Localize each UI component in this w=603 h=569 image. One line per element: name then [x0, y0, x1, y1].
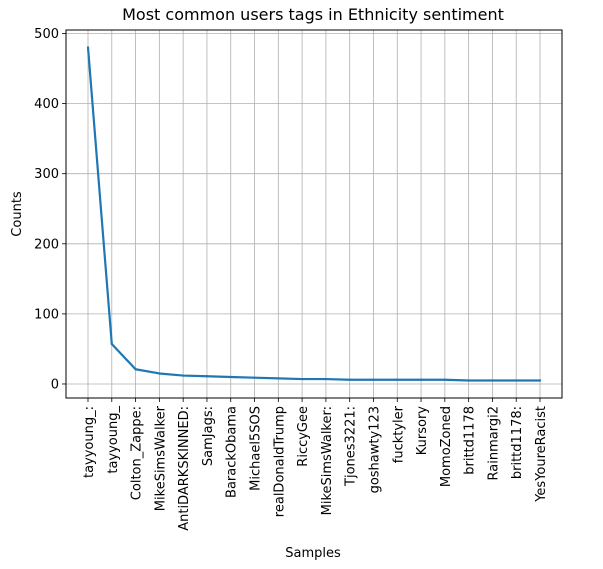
axes: 0 100 200 300 400 500 tayyoung_: tayyoung_ Colto…: [34, 27, 549, 531]
data-point: [443, 378, 446, 381]
x-tick-label: MikeSimsWalker:: [320, 406, 335, 515]
x-tick-label: goshawty123: [367, 406, 382, 493]
x-tick-label: YesYoureRacist: [534, 406, 549, 503]
y-tick-label: 400: [34, 97, 59, 112]
chart-title: Most common users tags in Ethnicity sent…: [122, 5, 504, 24]
y-tick-label: 100: [34, 307, 59, 322]
data-point: [467, 379, 470, 382]
x-tick-label: MikeSimsWalker: [153, 405, 168, 511]
grid-lines: [66, 30, 562, 398]
y-axis-label: Counts: [10, 191, 25, 237]
y-tick-label: 200: [34, 237, 59, 252]
y-tick-label: 300: [34, 167, 59, 182]
x-tick-label: RiccyGee: [296, 406, 311, 467]
series-line: [86, 46, 542, 382]
data-point: [396, 378, 399, 381]
data-point: [205, 375, 209, 378]
x-axis-label: Samples: [285, 546, 341, 561]
data-point: [419, 378, 423, 381]
data-point: [277, 377, 280, 380]
x-tick-label: AntiDARKSKINNED:: [177, 406, 192, 531]
data-point: [515, 379, 518, 382]
x-tick-label: BarackObama: [225, 406, 240, 498]
data-point: [158, 372, 161, 375]
x-tick-label: realDonaldTrump: [272, 406, 287, 517]
x-tick-label: Rainmargi2: [486, 406, 501, 480]
series-layer: [86, 46, 542, 382]
data-point: [229, 375, 232, 379]
x-tick-label: brittd1178: [463, 406, 478, 475]
plot-area-frame: [65, 29, 563, 399]
x-tick-label: Kursory: [415, 406, 430, 456]
data-point: [134, 368, 137, 371]
data-point: [324, 377, 327, 381]
x-tick-label: Michael5SOS: [249, 406, 264, 491]
y-tick-label: 500: [34, 27, 59, 42]
x-tick-label: tayyoung_: [106, 406, 121, 474]
data-point: [182, 374, 185, 377]
data-point: [86, 46, 90, 49]
x-tick-label: tayyoung_:: [82, 406, 97, 478]
x-tick-label: MomoZoned: [439, 406, 454, 487]
data-point: [491, 379, 494, 382]
data-point: [372, 378, 375, 381]
x-tick-label: fucktyler: [391, 405, 406, 463]
data-point: [348, 378, 351, 381]
x-tick-label: brittd1178:: [510, 406, 525, 479]
data-point: [253, 376, 256, 379]
data-point: [110, 342, 113, 346]
y-tick-label: 0: [51, 377, 59, 392]
x-tick-label: SamJags:: [201, 406, 216, 466]
x-tick-label: Tjones3221:: [344, 406, 359, 487]
x-tick-label: Colton_Zappe:: [130, 406, 145, 500]
data-point: [301, 377, 304, 381]
data-point: [538, 379, 542, 382]
